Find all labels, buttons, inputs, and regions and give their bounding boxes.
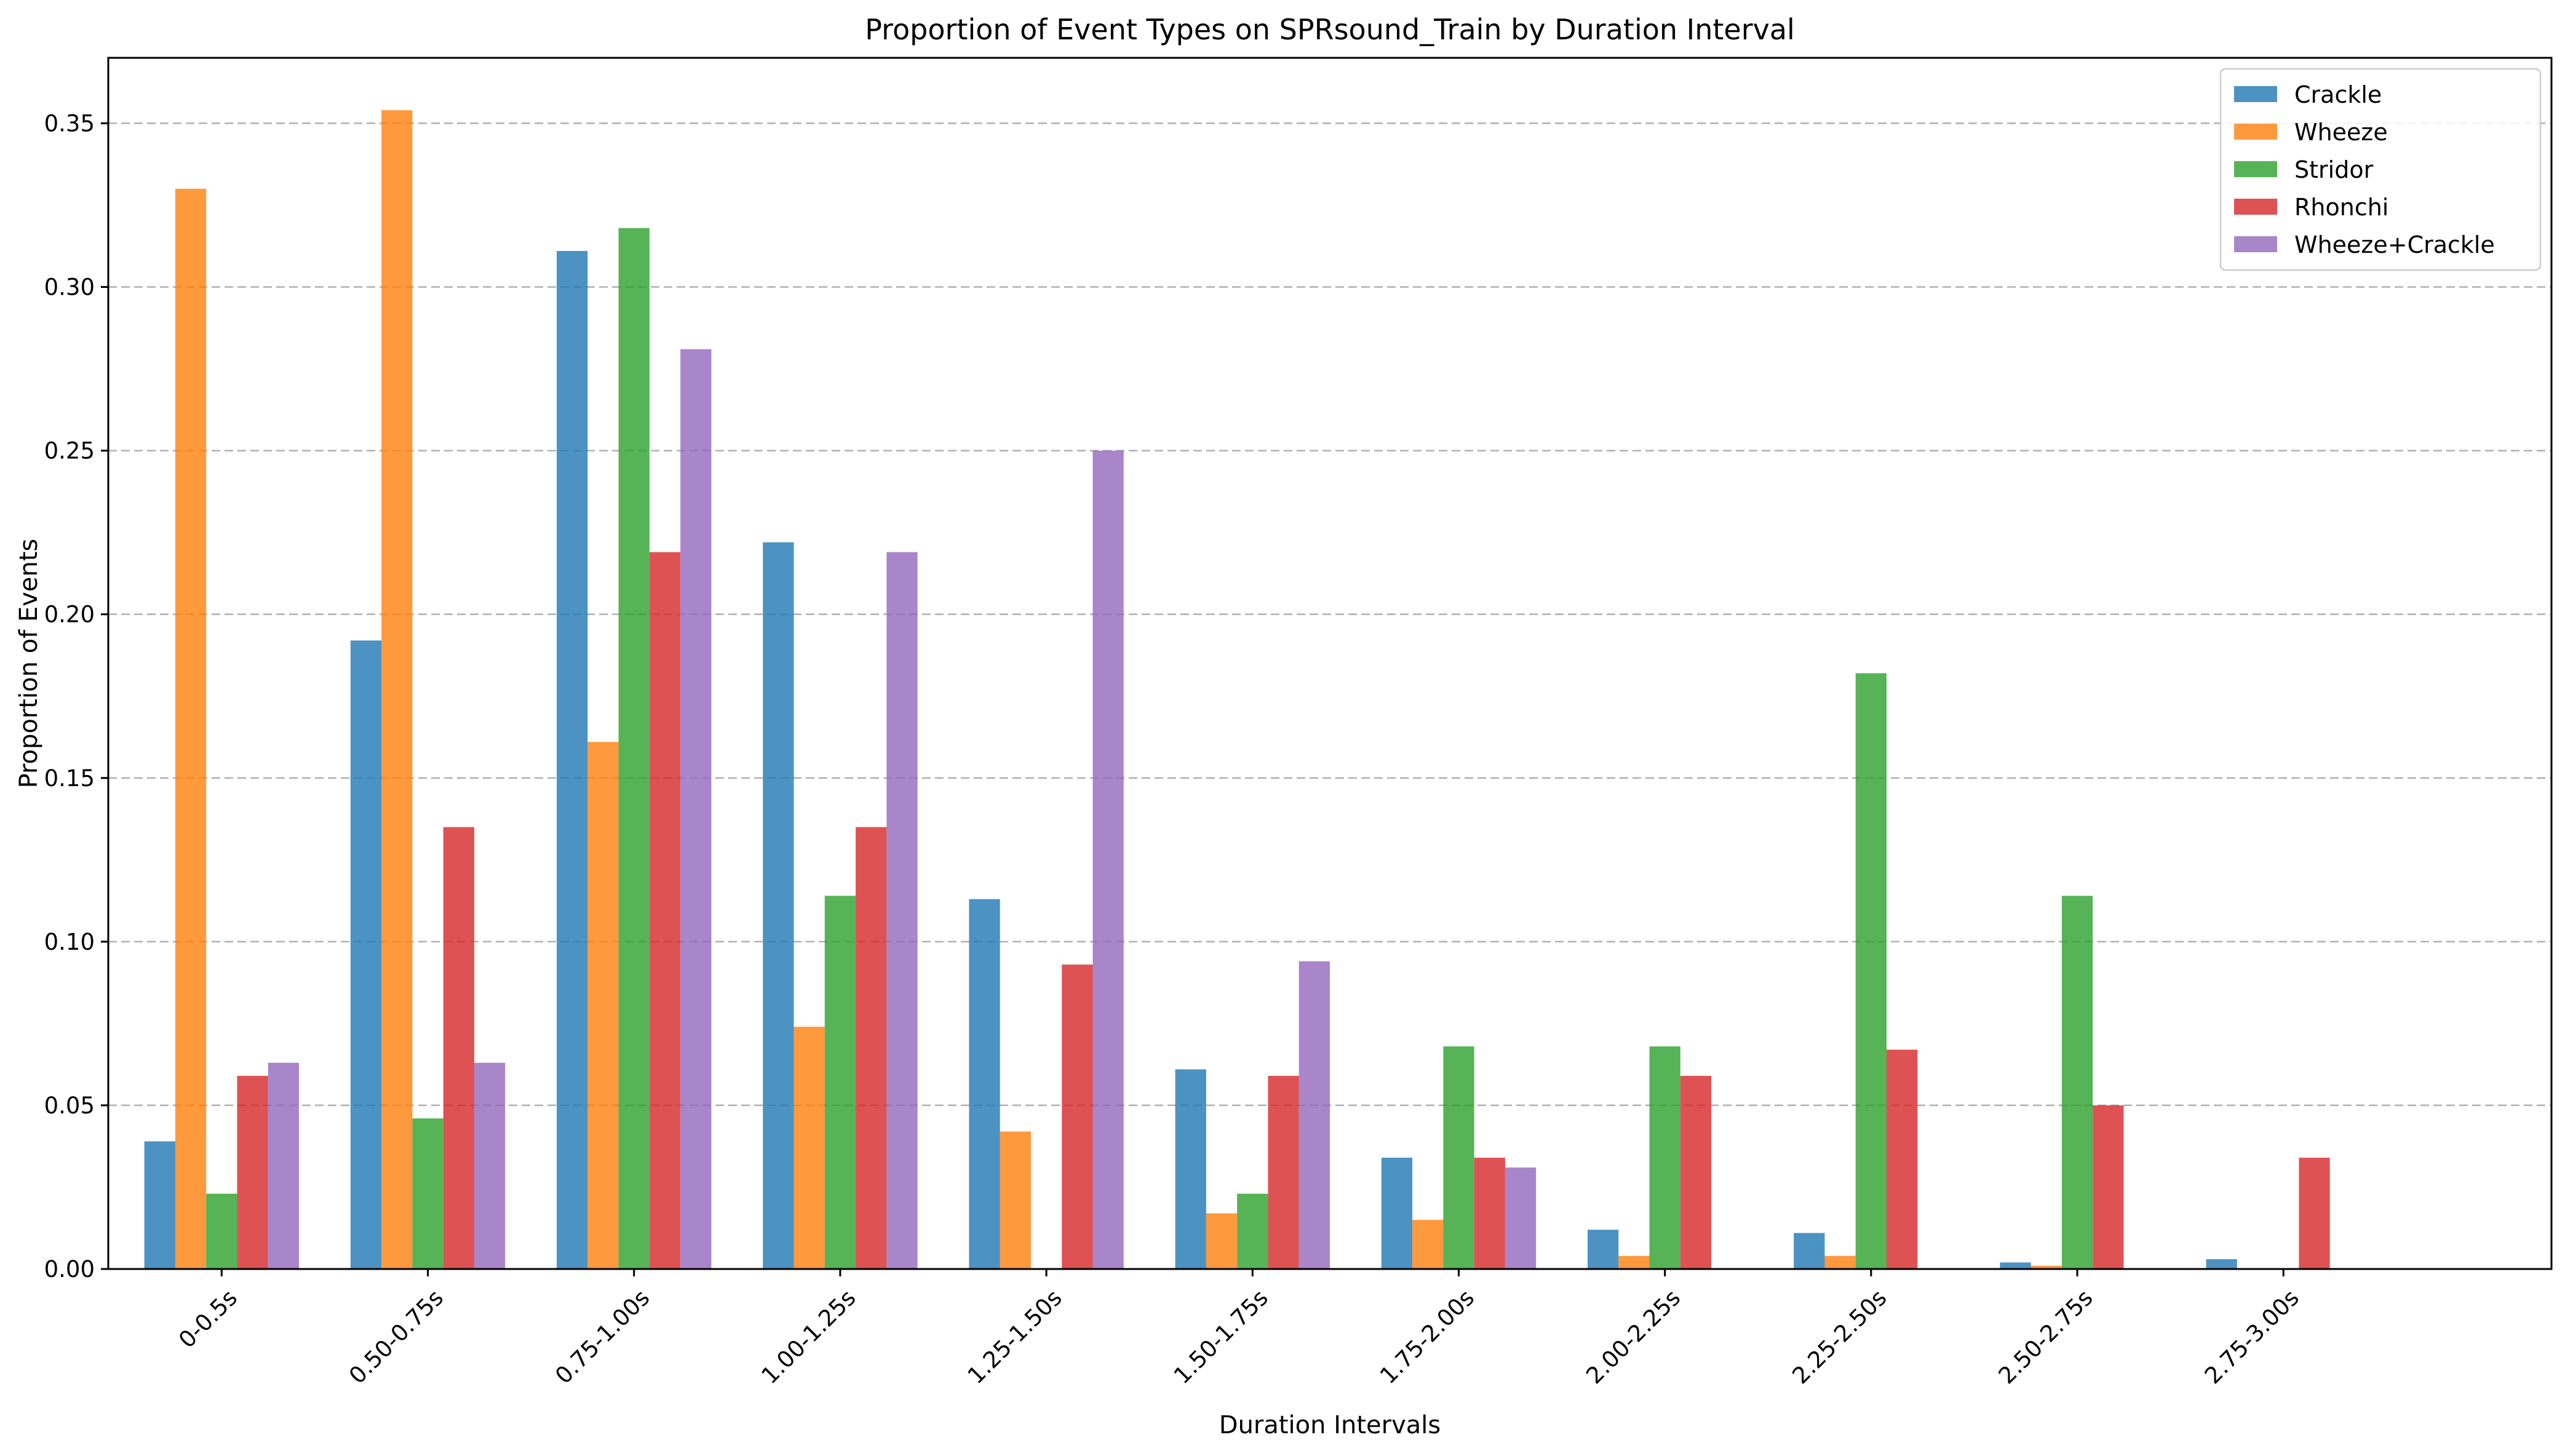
bar-wheeze-9: [2030, 1265, 2062, 1269]
legend-label: Crackle: [2294, 81, 2382, 108]
bar-wheeze-7: [1618, 1255, 1650, 1269]
bar-crackle-5: [1175, 1069, 1206, 1269]
bar-crackle-7: [1587, 1230, 1619, 1269]
y-tick-label: 0.15: [44, 765, 95, 792]
bar-wheeze-3: [793, 1027, 825, 1269]
bar-wheeze-crackle-4: [1092, 450, 1124, 1269]
bar-wheeze-crackle-6: [1505, 1168, 1537, 1269]
bar-stridor-1: [412, 1118, 443, 1269]
bar-wheeze-8: [1824, 1255, 1856, 1269]
bar-wheeze-1: [381, 110, 413, 1269]
bar-wheeze-4: [1000, 1131, 1031, 1269]
bar-rhonchi-9: [2093, 1105, 2124, 1269]
bar-rhonchi-4: [1062, 965, 1093, 1269]
bar-crackle-1: [350, 640, 382, 1269]
y-tick-label: 0.20: [44, 602, 95, 628]
bar-stridor-7: [1649, 1046, 1680, 1269]
legend-label: Stridor: [2294, 156, 2374, 183]
bar-wheeze-6: [1412, 1220, 1444, 1269]
y-tick-label: 0.25: [44, 438, 95, 464]
legend-label: Rhonchi: [2294, 194, 2388, 221]
bar-rhonchi-10: [2299, 1158, 2330, 1269]
legend-box: [2219, 68, 2542, 271]
legend-swatch: [2234, 161, 2277, 177]
bar-wheeze-0: [175, 188, 207, 1269]
bar-rhonchi-6: [1474, 1158, 1505, 1269]
bar-crackle-8: [1794, 1233, 1825, 1269]
bar-rhonchi-2: [649, 552, 681, 1269]
bar-crackle-2: [557, 250, 588, 1269]
bar-wheeze-crackle-1: [474, 1062, 506, 1269]
bar-crackle-10: [2206, 1259, 2237, 1269]
bar-crackle-6: [1381, 1158, 1413, 1269]
bar-crackle-4: [969, 899, 1000, 1269]
bar-rhonchi-5: [1268, 1076, 1299, 1269]
bar-wheeze-crackle-0: [268, 1062, 300, 1269]
bar-stridor-5: [1237, 1193, 1268, 1269]
bar-wheeze-crackle-5: [1298, 961, 1330, 1269]
bar-wheeze-crackle-3: [886, 552, 918, 1269]
y-tick-label: 0.35: [44, 110, 95, 137]
bar-stridor-8: [1855, 673, 1887, 1269]
bar-rhonchi-8: [1887, 1049, 1918, 1269]
bar-crackle-9: [2000, 1262, 2031, 1269]
y-tick-label: 0.10: [44, 929, 95, 955]
bar-stridor-3: [824, 896, 856, 1269]
y-axis-title: Proportion of Events: [15, 539, 43, 789]
bar-rhonchi-7: [1680, 1076, 1712, 1269]
bar-rhonchi-3: [856, 827, 887, 1269]
chart-title: Proportion of Event Types on SPRsound_Tr…: [865, 13, 1795, 46]
bar-crackle-0: [144, 1141, 175, 1269]
bar-wheeze-5: [1206, 1213, 1238, 1269]
bar-stridor-2: [618, 228, 650, 1269]
legend: Crackle Wheeze Stridor Rhonchi Wheeze+Crackl…: [2219, 68, 2542, 271]
legend-swatch: [2234, 86, 2277, 102]
y-axis-ticks: 0.00 0.05 0.10 0.15 0.20 0.25 0.30 0.35: [44, 110, 108, 1283]
legend-label: Wheeze: [2294, 119, 2388, 146]
x-axis-title: Duration Intervals: [1219, 1411, 1441, 1439]
bar-stridor-9: [2061, 896, 2093, 1269]
y-tick-label: 0.05: [44, 1092, 95, 1119]
bar-wheeze-2: [587, 742, 619, 1269]
bar-wheeze-crackle-2: [680, 349, 712, 1270]
y-tick-label: 0.00: [44, 1256, 95, 1283]
plot-frame: [107, 57, 2553, 1270]
legend-swatch: [2234, 124, 2277, 140]
legend-swatch: [2234, 236, 2277, 252]
legend-swatch: [2234, 199, 2277, 215]
y-tick-label: 0.30: [44, 274, 95, 301]
bar-crackle-3: [763, 542, 794, 1269]
bar-rhonchi-1: [443, 827, 474, 1269]
bar-rhonchi-0: [237, 1076, 268, 1269]
legend-label: Wheeze+Crackle: [2294, 231, 2495, 258]
bar-stridor-6: [1443, 1046, 1474, 1269]
gridlines: [108, 122, 2551, 1107]
bars-group: [144, 110, 2330, 1270]
bar-stridor-0: [206, 1193, 237, 1269]
